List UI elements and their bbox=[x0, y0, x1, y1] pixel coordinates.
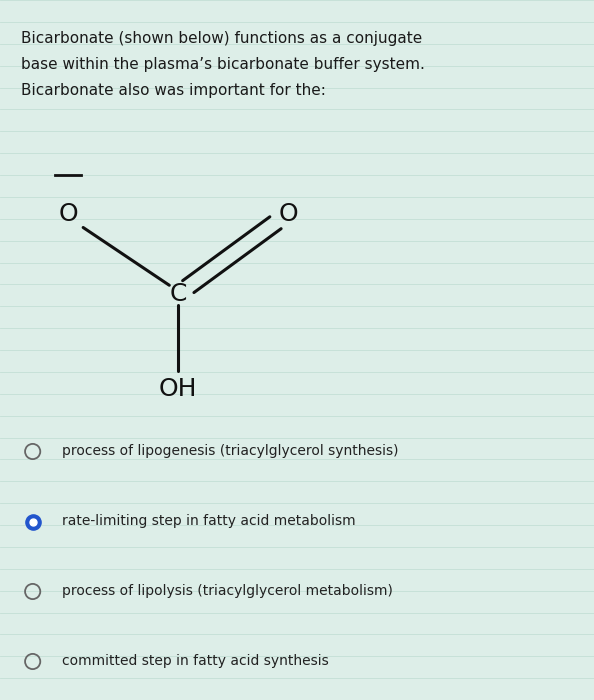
Text: process of lipolysis (triacylglycerol metabolism): process of lipolysis (triacylglycerol me… bbox=[62, 584, 393, 598]
Text: base within the plasma’s bicarbonate buffer system.: base within the plasma’s bicarbonate buf… bbox=[21, 57, 425, 72]
Point bbox=[28, 656, 37, 667]
Text: OH: OH bbox=[159, 377, 197, 400]
Text: O: O bbox=[278, 202, 298, 225]
Text: rate-limiting step in fatty acid metabolism: rate-limiting step in fatty acid metabol… bbox=[62, 514, 356, 528]
Point bbox=[28, 586, 37, 597]
Text: committed step in fatty acid synthesis: committed step in fatty acid synthesis bbox=[62, 654, 329, 668]
Text: O: O bbox=[58, 202, 78, 225]
Point bbox=[28, 516, 37, 527]
Text: process of lipogenesis (triacylglycerol synthesis): process of lipogenesis (triacylglycerol … bbox=[62, 444, 399, 458]
Text: Bicarbonate (shown below) functions as a conjugate: Bicarbonate (shown below) functions as a… bbox=[21, 32, 422, 46]
Point bbox=[28, 516, 37, 527]
Text: Bicarbonate also was important for the:: Bicarbonate also was important for the: bbox=[21, 83, 326, 98]
Point bbox=[28, 446, 37, 457]
Text: C: C bbox=[169, 282, 187, 306]
